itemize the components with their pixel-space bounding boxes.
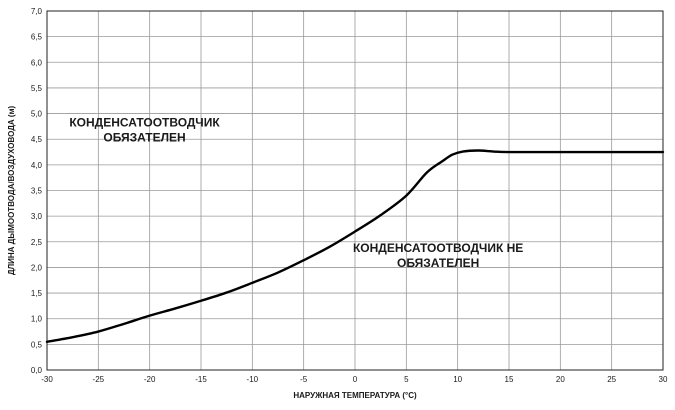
x-tick-label: 10: [453, 375, 462, 384]
y-tick-label: 2,0: [31, 263, 43, 272]
annotation-line-2: ОБЯЗАТЕЛЕН: [103, 130, 185, 144]
x-tick-label: 5: [404, 375, 409, 384]
y-tick-label: 0,0: [31, 366, 43, 375]
y-tick-label: 5,5: [31, 84, 43, 93]
annotations: КОНДЕНСАТООТВОДЧИКОБЯЗАТЕЛЕНКОНДЕНСАТООТ…: [69, 115, 523, 270]
y-tick-label: 7,0: [31, 7, 43, 16]
y-tick-label: 6,0: [31, 58, 43, 67]
annotation-line-1: КОНДЕНСАТООТВОДЧИК: [69, 115, 220, 129]
y-tick-label: 4,5: [31, 135, 43, 144]
x-tick-label: 30: [659, 375, 668, 384]
x-tick-label: 25: [607, 375, 616, 384]
x-tick-label: 20: [556, 375, 565, 384]
y-tick-label: 6,5: [31, 33, 43, 42]
y-tick-label: 4,0: [31, 161, 43, 170]
y-tick-label: 0,5: [31, 340, 43, 349]
y-tick-label: 3,0: [31, 212, 43, 221]
y-tick-label: 1,5: [31, 289, 43, 298]
x-tick-label: 15: [505, 375, 514, 384]
x-tick-label: -25: [93, 375, 105, 384]
x-axis-ticks: -30 -25 -20 -15 -10 -5 0 5 10 15 20 25 30: [41, 375, 668, 384]
x-tick-label: -20: [144, 375, 156, 384]
annotation-line-2: ОБЯЗАТЕЛЕН: [397, 256, 479, 270]
plot-frame: [46, 10, 664, 371]
x-tick-label: -30: [41, 375, 53, 384]
y-axis-ticks: 0,0 0,5 1,0 1,5 2,0 2,5 3,0 3,5 4,0 4,5 5,0 5,5 6,0 6…: [31, 7, 43, 375]
x-tick-label: -15: [195, 375, 207, 384]
y-tick-label: 5,0: [31, 110, 43, 119]
y-tick-label: 2,5: [31, 238, 43, 247]
y-tick-label: 3,5: [31, 187, 43, 196]
annotation-line-1: КОНДЕНСАТООТВОДЧИК НЕ: [353, 241, 523, 255]
y-tick-label: 1,0: [31, 315, 43, 324]
x-tick-label: -10: [247, 375, 259, 384]
x-tick-label: 0: [353, 375, 358, 384]
y-axis-title: ДЛИНА ДЫМООТВОДА/ВОЗДУХОВОДА (м): [7, 105, 16, 275]
x-axis-title: НАРУЖНАЯ ТЕМПЕРАТУРА (°C): [293, 391, 417, 400]
grid: [46, 10, 664, 371]
x-tick-label: -5: [300, 375, 308, 384]
series-line: [45, 149, 665, 343]
